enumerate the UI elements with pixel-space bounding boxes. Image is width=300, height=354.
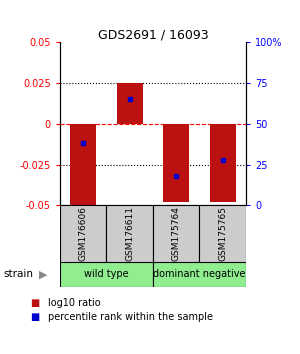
Bar [164,124,189,202]
Text: ■: ■ [30,312,39,322]
Text: wild type: wild type [84,269,129,279]
Bar [60,205,106,262]
Bar [153,262,246,287]
Text: strain: strain [3,269,33,279]
Text: GSM176606: GSM176606 [79,206,88,261]
Text: GSM176611: GSM176611 [125,206,134,261]
Text: ▶: ▶ [39,269,48,279]
Text: dominant negative: dominant negative [153,269,246,279]
Bar [200,205,246,262]
Bar [70,124,96,205]
Bar [210,124,236,202]
Bar [153,205,200,262]
Text: ■: ■ [30,298,39,308]
Text: GSM175765: GSM175765 [218,206,227,261]
Text: percentile rank within the sample: percentile rank within the sample [48,312,213,322]
Bar [106,205,153,262]
Text: log10 ratio: log10 ratio [48,298,100,308]
Bar [60,262,153,287]
Text: GSM175764: GSM175764 [172,206,181,261]
Bar [117,83,142,124]
Title: GDS2691 / 16093: GDS2691 / 16093 [98,28,208,41]
